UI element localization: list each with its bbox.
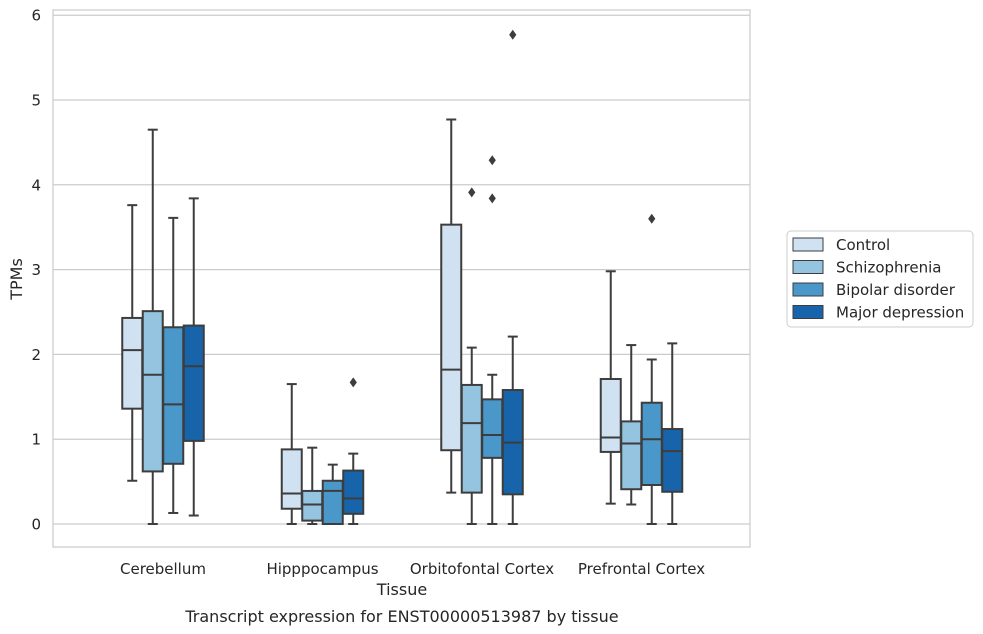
box-iqr bbox=[141, 310, 164, 473]
box-schizophrenia bbox=[301, 446, 324, 525]
box-bipolar-disorder bbox=[321, 463, 344, 526]
outlier-point bbox=[349, 377, 357, 388]
box-iqr bbox=[121, 316, 144, 410]
outlier-point bbox=[488, 193, 496, 204]
y-tick-label: 6 bbox=[31, 7, 41, 25]
legend-label: Control bbox=[836, 236, 890, 254]
legend-swatch bbox=[792, 282, 824, 297]
legend-label: Major depression bbox=[836, 304, 964, 322]
box-major-depression bbox=[501, 29, 524, 525]
outlier-point bbox=[509, 29, 517, 40]
box-iqr bbox=[342, 469, 365, 515]
box-iqr bbox=[440, 223, 463, 452]
box-iqr bbox=[620, 420, 643, 491]
x-tick-label: Orbitofontal Cortex bbox=[410, 560, 554, 578]
legend-swatch bbox=[792, 237, 824, 252]
x-tick-labels: Cerebellum Hipppocampus Orbitofontal Corte… bbox=[120, 560, 705, 578]
box-iqr bbox=[280, 448, 303, 510]
outlier-point bbox=[488, 155, 496, 166]
box-bipolar-disorder bbox=[481, 155, 504, 525]
box-schizophrenia bbox=[620, 344, 643, 506]
box-iqr bbox=[599, 377, 622, 453]
y-axis-title: TPMs bbox=[7, 258, 26, 301]
legend-frame bbox=[786, 230, 974, 328]
box-iqr bbox=[640, 401, 663, 486]
y-tick-label: 4 bbox=[31, 176, 41, 194]
x-tick-label: Prefrontal Cortex bbox=[578, 560, 705, 578]
y-tick-label: 3 bbox=[31, 261, 41, 279]
plot-frame bbox=[52, 9, 751, 548]
legend-swatch bbox=[792, 260, 824, 274]
legend-swatch bbox=[792, 305, 824, 319]
box-control bbox=[280, 383, 303, 525]
x-tick-label: Cerebellum bbox=[120, 560, 206, 578]
box-iqr bbox=[162, 326, 185, 465]
legend-label: Bipolar disorder bbox=[836, 281, 956, 299]
y-tick-label: 1 bbox=[31, 431, 41, 449]
box-schizophrenia bbox=[141, 128, 164, 525]
box-major-depression bbox=[661, 342, 684, 525]
chart-caption: Transcript expression for ENST0000051398… bbox=[184, 607, 618, 626]
y-tick-label: 5 bbox=[31, 92, 41, 110]
y-tick-label: 2 bbox=[31, 346, 41, 364]
legend-label: Schizophrenia bbox=[836, 259, 941, 277]
legend: Control Schizophrenia Bipolar disorder Majo… bbox=[786, 230, 974, 328]
y-tick-label: 0 bbox=[31, 516, 41, 534]
box-iqr bbox=[661, 428, 684, 493]
y-tick-labels: 0 1 2 3 4 5 6 bbox=[31, 7, 41, 534]
box-control bbox=[599, 270, 622, 505]
box-control bbox=[440, 118, 463, 494]
box-iqr bbox=[460, 383, 483, 494]
outlier-point bbox=[468, 187, 476, 198]
outlier-point bbox=[648, 213, 656, 224]
box-iqr bbox=[321, 479, 344, 526]
box-iqr bbox=[301, 489, 324, 522]
box-major-depression bbox=[182, 197, 205, 517]
x-axis-title: Tissue bbox=[376, 580, 427, 599]
box-iqr bbox=[182, 324, 205, 442]
box-bipolar-disorder bbox=[640, 213, 663, 525]
box-series bbox=[121, 29, 684, 526]
box-bipolar-disorder bbox=[162, 216, 185, 514]
box-major-depression bbox=[342, 377, 365, 525]
x-tick-label: Hipppocampus bbox=[266, 560, 378, 578]
box-iqr bbox=[481, 398, 504, 459]
box-schizophrenia bbox=[460, 187, 483, 525]
